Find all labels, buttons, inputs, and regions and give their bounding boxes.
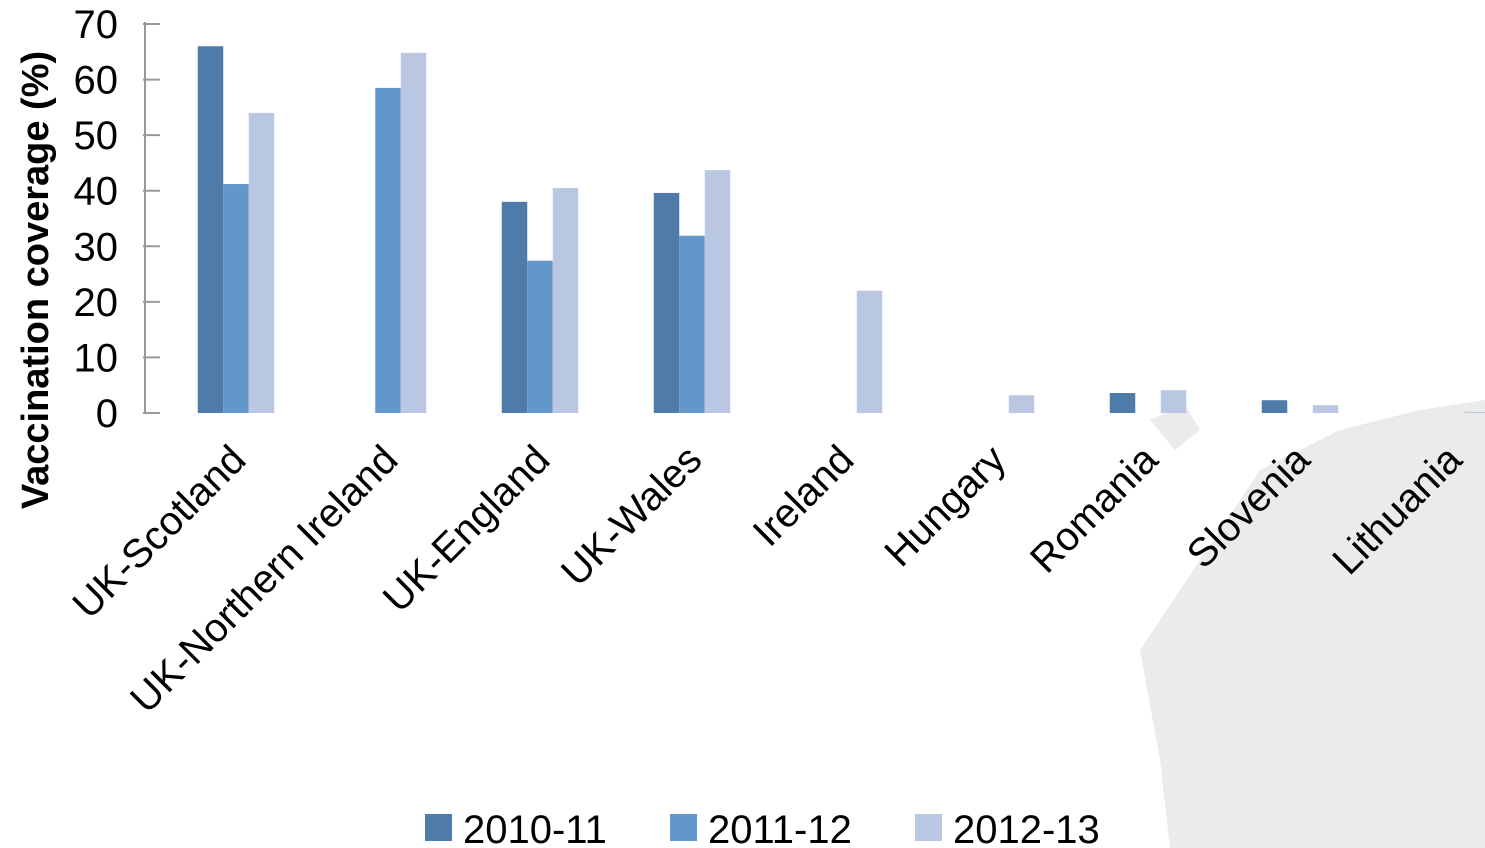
x-tick-label: UK-Northern Ireland [122,437,406,721]
bar [653,192,680,413]
y-tick-label: 0 [96,392,118,436]
bar [679,235,705,413]
x-tick-label: Ireland [745,437,863,555]
bar [856,290,883,413]
background-map [1140,400,1485,848]
legend-swatch [670,814,697,841]
bar [552,187,579,413]
background-map [1150,405,1200,450]
legend-swatch [915,814,942,841]
bar [1464,411,1485,413]
bar [704,170,731,413]
legend-label: 2010-11 [463,808,607,848]
bar [223,184,249,413]
x-tick-label: UK-Wales [553,437,710,594]
y-tick-label: 40 [74,170,119,214]
y-tick-label: 30 [74,225,119,269]
legend-swatch [425,814,452,841]
bar [1160,390,1187,413]
bar [1312,405,1339,413]
bar [248,112,275,414]
y-tick-label: 70 [74,3,119,47]
y-tick-label: 20 [74,281,119,325]
bar [527,260,553,413]
legend-label: 2011-12 [708,808,852,848]
y-axis-title: Vaccination coverage (%) [15,51,57,509]
legend-label: 2012-13 [953,808,1100,848]
x-tick-label: Hungary [876,437,1014,575]
bar [375,87,401,414]
bar [1008,395,1035,413]
bar [197,46,224,413]
bar [1261,400,1288,413]
y-tick-label: 10 [74,336,119,380]
x-tick-label: Romania [1022,437,1167,582]
bar [501,201,528,413]
bar [400,52,427,413]
y-tick-label: 60 [74,59,119,103]
y-tick-label: 50 [74,114,119,158]
bar [1109,392,1136,413]
